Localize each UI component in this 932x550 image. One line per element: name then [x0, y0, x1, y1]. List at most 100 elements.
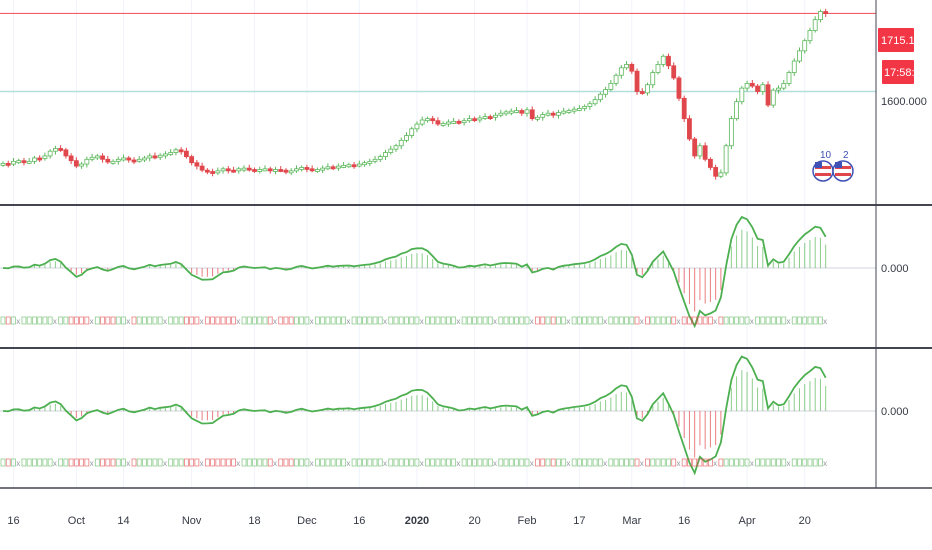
- state-marker-box: [5, 316, 11, 325]
- state-marker-x: x: [16, 459, 20, 468]
- state-marker-box: [498, 316, 504, 325]
- time-axis[interactable]: 16 Oct 14 Nov 18 Dec 16 2020 20 Feb 17 Mar 16 Apr 20: [7, 515, 810, 527]
- state-marker-box: [131, 316, 137, 325]
- state-marker-box: [681, 458, 687, 467]
- state-marker-box: [550, 316, 556, 325]
- candle-body: [713, 167, 719, 177]
- candle-body: [776, 87, 781, 91]
- state-marker-x: x: [236, 459, 240, 468]
- price-scale[interactable]: 1600.000 1715.189 17:58:52 0.000 0.000: [878, 28, 927, 418]
- state-marker-box: [215, 458, 221, 467]
- state-marker-box: [398, 316, 404, 325]
- state-marker-box: [818, 316, 823, 325]
- candle-body: [189, 156, 195, 164]
- countdown-tag: [882, 60, 914, 84]
- countdown-label: 17:58:52: [884, 67, 927, 79]
- state-marker-box: [84, 316, 90, 325]
- state-marker-box: [204, 316, 210, 325]
- earnings-marker[interactable]: 2: [832, 150, 854, 182]
- price-pane[interactable]: [0, 8, 876, 180]
- oscillator-line: [2, 215, 827, 329]
- state-marker-x: x: [346, 317, 350, 326]
- candle-body: [356, 163, 362, 167]
- state-marker-x: x: [163, 459, 167, 468]
- candle-body: [142, 157, 147, 161]
- candle-body: [744, 82, 750, 89]
- state-marker-box: [241, 316, 247, 325]
- state-marker-box: [11, 458, 16, 467]
- state-marker-box: [425, 316, 430, 325]
- time-axis-tick-label: 2020: [405, 515, 429, 527]
- state-marker-box: [404, 458, 409, 467]
- time-axis-tick-label: Dec: [297, 515, 317, 527]
- state-marker-box: [136, 316, 142, 325]
- state-marker-box: [728, 316, 734, 325]
- candle-body: [147, 155, 153, 159]
- state-marker-box: [797, 458, 802, 467]
- state-marker-x: x: [566, 317, 570, 326]
- candle-body: [53, 148, 58, 152]
- candle-body: [702, 145, 708, 160]
- candle-body: [618, 67, 624, 76]
- candle-body: [194, 162, 200, 167]
- state-marker-box: [194, 316, 200, 325]
- state-marker-box: [556, 458, 561, 467]
- state-marker-box: [136, 458, 142, 467]
- candle-body: [73, 160, 79, 167]
- state-marker-box: [755, 316, 760, 325]
- state-marker-box: [666, 458, 671, 467]
- candle-body: [660, 55, 666, 65]
- state-marker-box: [105, 316, 111, 325]
- candle-body: [163, 153, 168, 157]
- state-marker-box: [246, 316, 252, 325]
- state-marker-box: [231, 458, 236, 467]
- state-marker-box: [734, 458, 739, 467]
- state-marker-box: [335, 316, 341, 325]
- state-marker-box: [597, 458, 603, 467]
- state-marker-box: [561, 316, 567, 325]
- flag-stripe-red: [835, 173, 851, 176]
- state-marker-box: [183, 316, 189, 325]
- candle-body: [582, 106, 588, 109]
- state-marker-box: [498, 458, 504, 467]
- candle-body: [535, 116, 540, 120]
- candle-body: [466, 118, 472, 122]
- earnings-marker[interactable]: 10: [812, 150, 834, 182]
- state-marker-box: [32, 458, 37, 467]
- state-marker-box: [398, 458, 404, 467]
- state-marker-box: [571, 316, 577, 325]
- candle-body: [42, 155, 48, 160]
- state-marker-box: [189, 316, 195, 325]
- candle-body: [325, 166, 331, 170]
- candle-body: [168, 152, 174, 155]
- flag-stripe-red: [815, 173, 831, 176]
- state-marker-box: [430, 316, 436, 325]
- state-marker-box: [225, 458, 231, 467]
- state-marker-box: [335, 458, 341, 467]
- state-marker-box: [393, 316, 399, 325]
- state-marker-box: [94, 458, 100, 467]
- state-marker-box: [320, 316, 326, 325]
- candle-body: [220, 168, 226, 172]
- state-marker-box: [231, 316, 236, 325]
- state-marker-box: [110, 316, 116, 325]
- state-marker-box: [11, 316, 16, 325]
- candle-body: [362, 162, 367, 166]
- state-marker-box: [482, 458, 488, 467]
- state-marker-box: [634, 316, 640, 325]
- state-marker-box: [697, 458, 703, 467]
- state-marker-box: [723, 458, 729, 467]
- state-marker-box: [666, 316, 671, 325]
- state-marker-box: [687, 316, 692, 325]
- candle-body: [456, 120, 462, 124]
- state-marker-box: [367, 316, 373, 325]
- state-marker-x: x: [456, 317, 460, 326]
- state-marker-box: [781, 458, 787, 467]
- state-marker-box: [225, 316, 231, 325]
- time-axis-tick-label: 18: [248, 515, 260, 527]
- state-marker-x: x: [456, 459, 460, 468]
- candle-body: [414, 123, 420, 130]
